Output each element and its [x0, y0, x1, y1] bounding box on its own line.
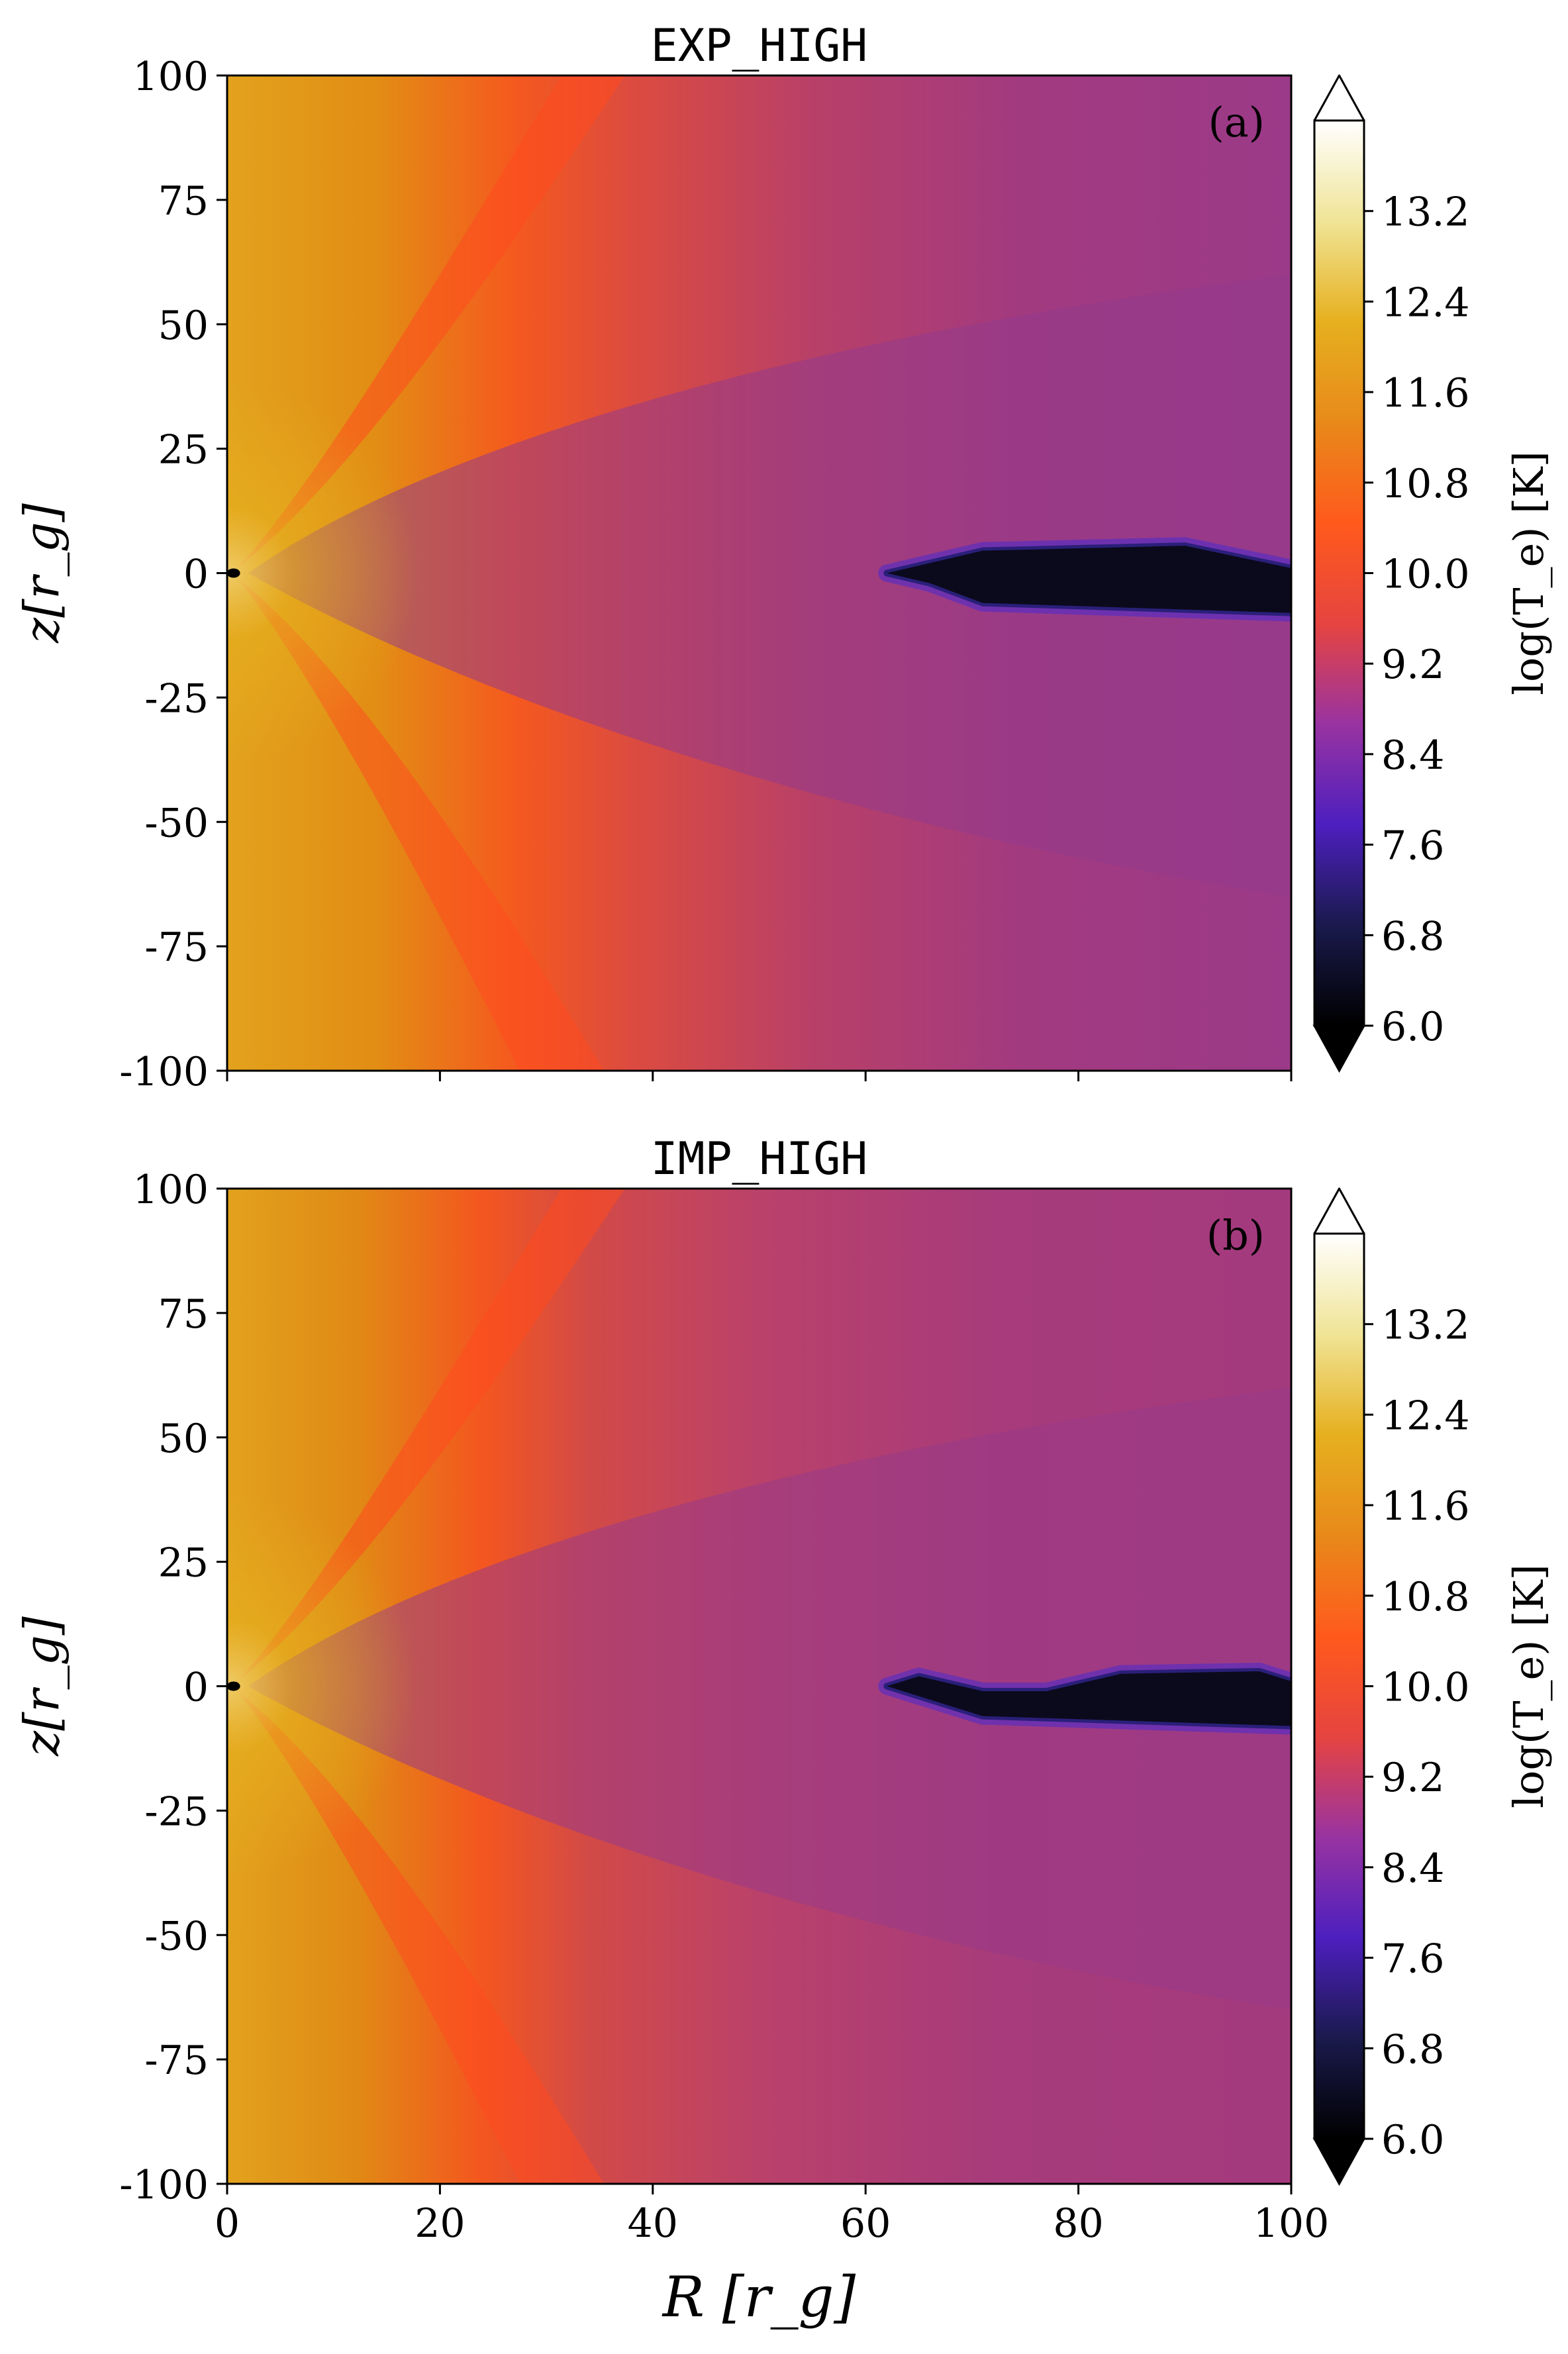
colorbar-gradient — [1314, 1234, 1364, 2139]
y-axis-label: z[r_g] — [14, 503, 70, 644]
y-tick-label: 75 — [158, 178, 209, 224]
colorbar-tick-label: 9.2 — [1381, 1755, 1444, 1801]
y-tick-label: -50 — [144, 800, 209, 846]
colorbar-tick-label: 9.2 — [1381, 642, 1444, 688]
colorbar: 13.2 12.4 11.6 10.8 10.0 9.2 8.4 7.6 6.8 6.0 log(T… — [1312, 74, 1553, 1073]
colorbar-tick-label: 6.0 — [1381, 2117, 1444, 2163]
colorbar-tick-label: 13.2 — [1381, 189, 1470, 236]
y-tick-label: -25 — [144, 675, 209, 722]
x-tick-label: 20 — [415, 2200, 465, 2247]
y-tick-label: 50 — [158, 1416, 209, 1462]
y-axis-label: z[r_g] — [14, 1616, 70, 1757]
colorbar: 13.2 12.4 11.6 10.8 10.0 9.2 8.4 7.6 6.8 6.0 log(T… — [1312, 1187, 1553, 2186]
panel-title: IMP_HIGH — [651, 1133, 868, 1185]
y-tick-label: 0 — [183, 1665, 209, 1711]
y-tick-label: -50 — [144, 1913, 209, 1959]
colorbar-extend-max-arrow — [1313, 1187, 1365, 1235]
colorbar-tick-label: 10.8 — [1381, 461, 1470, 507]
panel-label: (b) — [1206, 1211, 1265, 1259]
colorbar-tick-label: 7.6 — [1381, 1936, 1444, 1983]
colorbar-label: log(T_e) [K] — [1504, 451, 1553, 695]
colorbar-tick-label: 11.6 — [1381, 370, 1470, 417]
panel-a: EXP_HIGH (a) 100 75 50 25 0 -25 -50 -75 -100 z[r_g]… — [14, 20, 1553, 1095]
colorbar-tick-label: 11.6 — [1381, 1483, 1470, 1530]
y-tick-label: 50 — [158, 303, 209, 349]
colorbar-tick-label: 8.4 — [1381, 1845, 1444, 1892]
colorbar-tick-label: 12.4 — [1381, 279, 1470, 326]
y-tick-label: -75 — [144, 2037, 209, 2084]
y-tick-label: 25 — [158, 1540, 209, 1587]
colorbar-extend-min-arrow — [1312, 1024, 1366, 1073]
temperature-field — [227, 75, 1291, 1071]
colorbar-tick-label: 7.6 — [1381, 823, 1444, 869]
cold-disk-core — [887, 1671, 1291, 1726]
y-tick-label: -75 — [144, 924, 209, 971]
colorbar-label: log(T_e) [K] — [1504, 1564, 1553, 1808]
x-tick-label: 40 — [628, 2200, 678, 2247]
colorbar-tick-label: 6.8 — [1381, 913, 1444, 959]
colorbar-tick-label: 12.4 — [1381, 1393, 1470, 1439]
y-tick-label: 75 — [158, 1291, 209, 1338]
x-tick-label: 60 — [840, 2200, 891, 2247]
colorbar-extend-max-arrow — [1313, 74, 1365, 122]
y-tick-label: -25 — [144, 1789, 209, 1835]
colorbar-tick-label: 10.0 — [1381, 1665, 1470, 1711]
colorbar-tick-label: 6.8 — [1381, 2026, 1444, 2073]
panel-title: EXP_HIGH — [651, 20, 868, 72]
y-tick-label: 0 — [183, 552, 209, 598]
y-tick-label: 25 — [158, 427, 209, 473]
x-axis-label: R [r_g] — [662, 2265, 856, 2329]
temperature-field — [227, 1189, 1291, 2184]
x-tick-label: 0 — [215, 2200, 240, 2247]
panel-label: (a) — [1208, 98, 1265, 146]
x-tick-label: 80 — [1053, 2200, 1103, 2247]
colorbar-tick-label: 10.0 — [1381, 552, 1470, 598]
colorbar-tick-label: 8.4 — [1381, 732, 1444, 779]
x-tick-label: 100 — [1253, 2200, 1330, 2247]
colorbar-tick-label: 13.2 — [1381, 1302, 1470, 1349]
y-tick-label: -100 — [119, 2162, 209, 2208]
y-tick-label: -100 — [119, 1049, 209, 1095]
y-tick-label: 100 — [132, 54, 209, 100]
cold-disk-core — [887, 546, 1291, 613]
colorbar-tick-label: 6.0 — [1381, 1004, 1444, 1050]
colorbar-extend-min-arrow — [1312, 2137, 1366, 2186]
colorbar-tick-label: 10.8 — [1381, 1574, 1470, 1620]
black-hole-marker — [226, 1681, 240, 1691]
black-hole-marker — [226, 568, 240, 578]
colorbar-gradient — [1314, 121, 1364, 1026]
y-tick-label: 100 — [132, 1167, 209, 1213]
